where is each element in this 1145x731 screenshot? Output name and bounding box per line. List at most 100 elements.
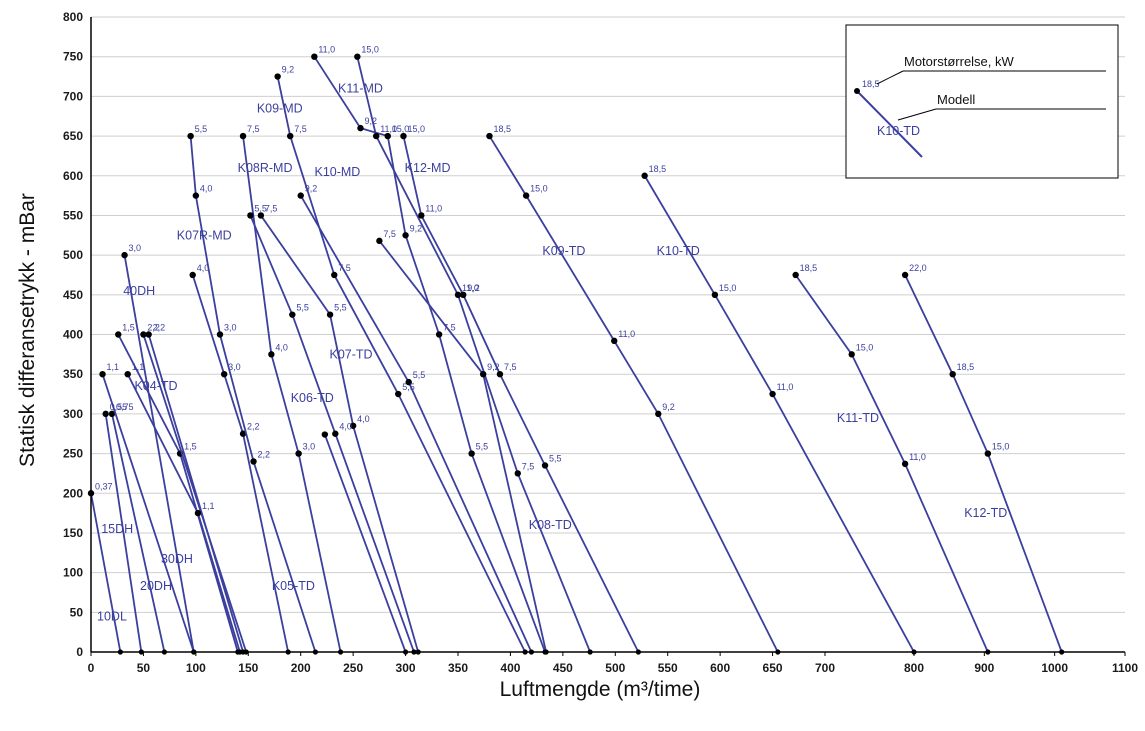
operating-point-marker xyxy=(287,132,294,140)
fan-curve-line xyxy=(249,215,415,653)
operating-point-marker xyxy=(496,370,504,378)
y-tick-label: 500 xyxy=(63,248,83,262)
y-tick-label: 350 xyxy=(63,367,83,381)
y-tick-label: 750 xyxy=(63,50,83,64)
motor-power-label: 9,2 xyxy=(467,283,480,293)
motor-power-label: 9,2 xyxy=(282,65,295,75)
y-tick-label: 250 xyxy=(63,447,83,461)
motor-power-label: 5,5 xyxy=(195,124,208,134)
motor-power-label: 1,5 xyxy=(122,323,135,333)
motor-power-label: 4,0 xyxy=(357,414,370,424)
motor-power-label: 11,0 xyxy=(777,382,794,392)
model-label: K07-TD xyxy=(330,347,373,361)
legend-sample-curve xyxy=(856,90,923,158)
model-label: 30DH xyxy=(161,552,193,566)
operating-point-marker xyxy=(405,378,412,386)
motor-power-label: 1,1 xyxy=(132,362,145,372)
fan-curve-line xyxy=(260,214,420,653)
motor-power-label: 4,0 xyxy=(200,184,213,194)
motor-power-label: 7,5 xyxy=(294,124,307,134)
fan-curve-line xyxy=(147,334,244,653)
model-label: K07R-MD xyxy=(177,228,232,242)
x-axis-title: Luftmengde (m³/time) xyxy=(500,678,701,701)
fan-curve-line xyxy=(323,434,407,653)
model-label: 40DH xyxy=(123,284,155,298)
operating-point-marker xyxy=(655,410,662,418)
motor-power-label: 18,5 xyxy=(649,164,667,174)
fan-curve-line xyxy=(643,175,915,653)
operating-point-marker xyxy=(522,192,530,199)
operating-point-marker xyxy=(541,462,549,469)
motor-power-label: 3,0 xyxy=(228,362,241,372)
x-tick-label: 100 xyxy=(186,661,206,675)
operating-point-marker xyxy=(984,450,992,457)
operating-point-marker xyxy=(332,430,339,437)
operating-point-marker xyxy=(295,450,302,457)
model-label: K08-TD xyxy=(529,518,572,532)
motor-power-label: 9,2 xyxy=(410,223,423,233)
operating-point-marker xyxy=(376,237,383,245)
fan-curve-line xyxy=(402,135,640,653)
fan-curve-line xyxy=(242,135,342,653)
motor-power-label: 15,0 xyxy=(992,442,1010,452)
model-label: 10DL xyxy=(97,609,127,623)
operating-point-marker xyxy=(326,311,334,318)
fan-curve-line xyxy=(191,274,290,653)
y-tick-label: 0 xyxy=(76,645,83,659)
motor-power-label: 1,5 xyxy=(184,442,197,452)
motor-power-label: 2,2 xyxy=(147,323,160,333)
model-label: 20DH xyxy=(140,579,172,593)
y-axis-title: Statisk differansetrykk - mBar xyxy=(16,193,39,467)
operating-point-marker xyxy=(711,291,719,299)
y-tick-label: 150 xyxy=(63,526,83,540)
x-tick-label: 650 xyxy=(763,661,783,675)
model-label: K10-TD xyxy=(657,244,700,258)
y-tick-label: 50 xyxy=(70,605,84,619)
operating-point-marker xyxy=(108,410,116,418)
legend-sample-power: 18,5 xyxy=(862,79,880,89)
operating-point-marker xyxy=(460,291,467,299)
model-label: K09-TD xyxy=(542,244,585,258)
model-label: K11-MD xyxy=(338,81,383,95)
motor-power-label: 5,5 xyxy=(296,303,309,313)
operating-point-marker xyxy=(239,430,247,437)
fan-curve-line xyxy=(111,413,166,653)
motor-power-label: 7,5 xyxy=(504,362,517,372)
y-tick-label: 450 xyxy=(63,288,83,302)
fan-curve-line xyxy=(90,493,122,653)
operating-point-marker xyxy=(611,337,618,345)
operating-point-marker xyxy=(268,351,275,358)
motor-power-label: 3,0 xyxy=(303,442,316,452)
motor-power-label: 11,0 xyxy=(462,283,479,293)
x-tick-label: 1100 xyxy=(1112,661,1138,675)
legend-box: 18,5 K10-TD Motorstørrelse, kW Modell xyxy=(845,24,1119,179)
operating-point-marker xyxy=(121,251,128,259)
model-label: K04-TD xyxy=(134,379,177,393)
operating-point-marker xyxy=(187,132,194,140)
motor-power-label: 15,0 xyxy=(856,342,874,352)
motor-power-label: 5,5 xyxy=(254,203,267,213)
motor-power-label: 9,2 xyxy=(487,362,500,372)
operating-point-marker xyxy=(257,212,265,219)
motor-power-label: 15,0 xyxy=(361,45,379,55)
y-tick-label: 700 xyxy=(63,89,83,103)
operating-point-marker xyxy=(901,271,909,279)
operating-point-marker xyxy=(901,460,909,468)
operating-point-marker xyxy=(297,192,304,199)
motor-power-label: 4,0 xyxy=(197,263,210,273)
fan-curve-line xyxy=(904,274,1063,653)
x-tick-label: 150 xyxy=(238,661,258,675)
operating-point-marker xyxy=(194,509,202,517)
x-tick-label: 250 xyxy=(343,661,363,675)
motor-power-label: 7,5 xyxy=(247,124,260,134)
x-tick-label: 500 xyxy=(605,661,625,675)
y-tick-label: 400 xyxy=(63,328,83,342)
model-label: K09-MD xyxy=(257,101,303,115)
operating-point-marker xyxy=(124,370,131,378)
motor-power-label: 5,5 xyxy=(476,442,489,452)
motor-power-label: 11,0 xyxy=(425,203,442,213)
motor-power-label: 2,2 xyxy=(258,450,271,460)
operating-point-marker xyxy=(331,271,338,279)
fan-curve-line xyxy=(104,413,143,653)
